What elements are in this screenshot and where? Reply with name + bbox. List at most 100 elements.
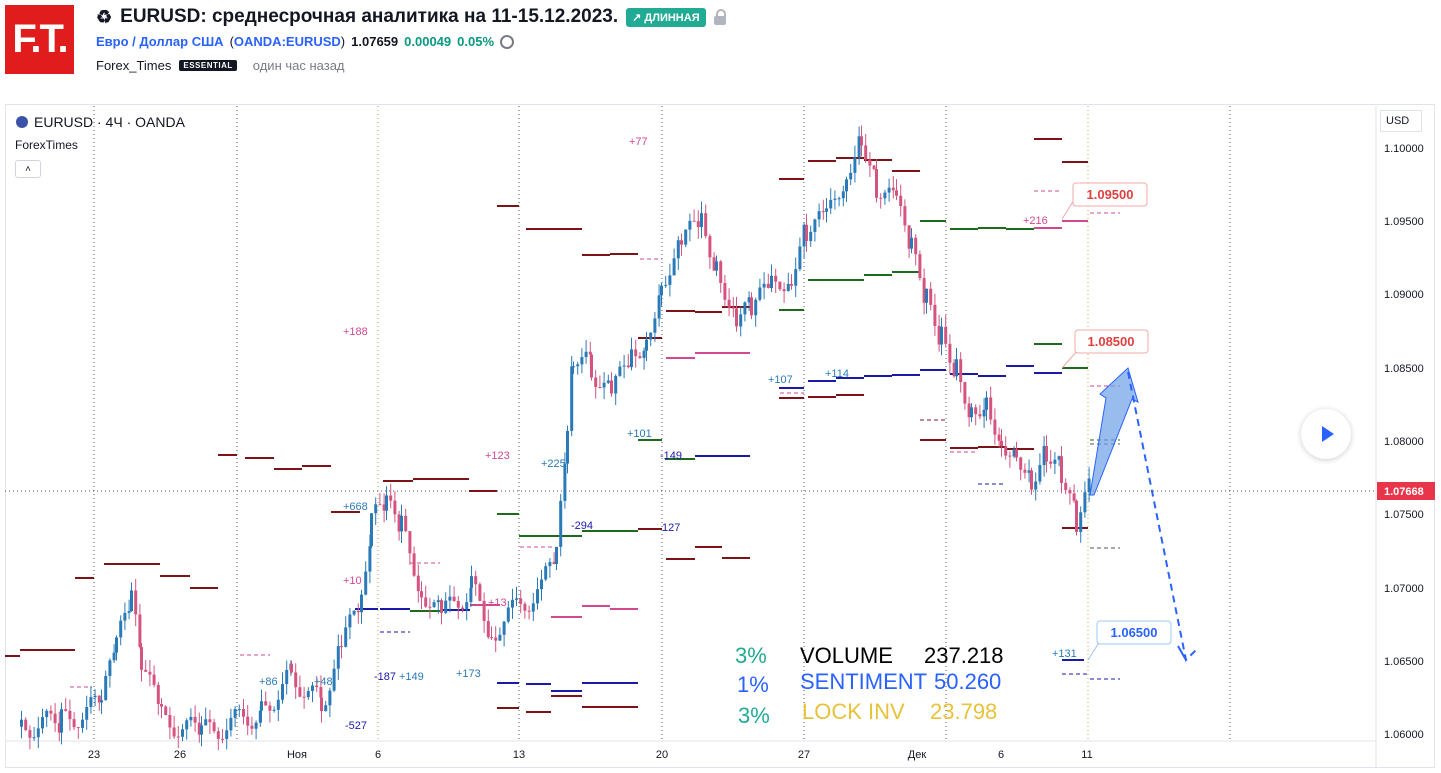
candle-body bbox=[527, 610, 531, 612]
candle-body bbox=[45, 710, 49, 718]
long-badge: ↗ ДЛИННАЯ bbox=[626, 7, 706, 27]
chart-legend[interactable]: EURUSD · 4Ч · OANDA bbox=[16, 114, 185, 130]
candle-body bbox=[743, 302, 747, 315]
collapse-legend-button[interactable]: ˄ bbox=[15, 160, 41, 178]
candle-body bbox=[1015, 449, 1018, 458]
y-tick: 1.07500 bbox=[1384, 509, 1424, 521]
x-tick: 13 bbox=[513, 749, 525, 761]
volume-value: 237.218 bbox=[924, 643, 1004, 668]
symbol-code[interactable]: (OANDA:EURUSD) bbox=[230, 34, 346, 49]
candle-body bbox=[482, 600, 486, 622]
level-mark: -149 bbox=[660, 450, 682, 462]
candle-body bbox=[925, 288, 928, 303]
candle-body bbox=[974, 407, 978, 415]
price-scale[interactable]: 1.10000 1.09500 1.09000 1.08500 1.08000 … bbox=[1384, 143, 1424, 741]
candle-body bbox=[436, 600, 440, 603]
candle-body bbox=[311, 685, 314, 692]
candle-body bbox=[352, 610, 356, 615]
time-scale[interactable]: 23 26 Ноя 6 13 20 27 Дек 6 11 bbox=[88, 749, 1093, 761]
level-mark: +114 bbox=[825, 368, 849, 380]
chart-panel[interactable] bbox=[5, 104, 1435, 768]
candle-body bbox=[298, 687, 302, 697]
candle-body bbox=[657, 295, 661, 319]
forextimes-logo[interactable]: F.T. bbox=[5, 5, 74, 74]
candle-body bbox=[952, 362, 956, 377]
play-replay-button[interactable] bbox=[1301, 409, 1351, 459]
candle-body bbox=[774, 275, 778, 282]
candle-body bbox=[837, 198, 841, 200]
candle-body bbox=[340, 646, 343, 648]
sentiment-pct: 1% bbox=[737, 672, 769, 697]
candle-body bbox=[237, 709, 241, 711]
candle-body bbox=[653, 318, 657, 333]
candle-body bbox=[790, 283, 793, 286]
level-mark: +149 bbox=[399, 671, 424, 683]
candle-body bbox=[700, 213, 703, 228]
x-tick: 6 bbox=[375, 749, 381, 761]
candle-body bbox=[813, 219, 817, 232]
candle-body bbox=[833, 198, 837, 200]
symbol-name-link[interactable]: Евро / Доллар США bbox=[96, 34, 224, 49]
x-tick: 26 bbox=[174, 749, 186, 761]
candle-body bbox=[918, 254, 922, 279]
candle-body bbox=[276, 699, 280, 710]
y-tick: 1.07000 bbox=[1384, 583, 1424, 595]
candle-body bbox=[60, 709, 63, 733]
candle-body bbox=[490, 637, 493, 639]
forecast-arrow bbox=[1089, 367, 1197, 663]
target-callout-mid[interactable]: 1.08500 bbox=[1061, 329, 1149, 369]
candle-body bbox=[770, 275, 773, 289]
target-callout-low[interactable]: 1.06500 bbox=[1087, 620, 1172, 661]
currency-selector[interactable]: USD bbox=[1380, 110, 1422, 132]
candle-body bbox=[857, 136, 861, 158]
y-tick: 1.10000 bbox=[1384, 143, 1424, 155]
level-mark: -527 bbox=[345, 720, 367, 732]
candle-body bbox=[408, 531, 412, 554]
candle-body bbox=[432, 602, 436, 607]
candle-body bbox=[470, 576, 473, 588]
candle-body bbox=[606, 380, 610, 383]
y-tick: 1.08500 bbox=[1384, 363, 1424, 375]
candle-body bbox=[456, 600, 460, 608]
candle-body bbox=[899, 195, 903, 207]
candle-body bbox=[708, 236, 712, 258]
level-mark: -294 bbox=[571, 520, 593, 532]
candle-body bbox=[324, 705, 328, 712]
level-mark: +216 bbox=[1023, 215, 1048, 227]
candle-body bbox=[68, 710, 72, 720]
candle-body bbox=[548, 561, 552, 567]
candle-body bbox=[626, 365, 630, 368]
level-mark: +48 bbox=[314, 676, 333, 688]
recycle-icon: ♻ bbox=[96, 6, 113, 27]
candle-body bbox=[1049, 461, 1053, 464]
candle-body bbox=[570, 366, 574, 431]
candle-body bbox=[290, 663, 293, 673]
candle-body bbox=[502, 621, 506, 635]
candle-body bbox=[41, 717, 44, 729]
candle-body bbox=[879, 197, 883, 199]
candle-body bbox=[1012, 449, 1016, 457]
candle-body bbox=[348, 614, 352, 628]
candle-body bbox=[108, 660, 112, 676]
candle-body bbox=[264, 701, 268, 706]
y-tick: 1.06500 bbox=[1384, 656, 1424, 668]
author-name[interactable]: Forex_Times bbox=[96, 58, 172, 73]
candle-body bbox=[200, 725, 203, 735]
candle-body bbox=[910, 237, 913, 249]
candle-body bbox=[320, 697, 323, 712]
candle-body bbox=[185, 720, 189, 730]
candle-body bbox=[370, 513, 373, 547]
candle-body bbox=[424, 597, 428, 607]
candle-body bbox=[642, 350, 646, 358]
last-price: 1.07659 bbox=[351, 34, 399, 49]
indicator-legend[interactable]: ForexTimes bbox=[15, 138, 78, 152]
symbol-code-open: ( bbox=[229, 34, 234, 49]
candle-body bbox=[461, 607, 464, 610]
candle-body bbox=[1008, 455, 1012, 457]
indicator-levels bbox=[5, 138, 1120, 713]
candle-body bbox=[552, 561, 556, 564]
candle-body bbox=[1000, 440, 1003, 447]
alarm-clock-icon[interactable] bbox=[500, 34, 515, 49]
target-callout-high[interactable]: 1.09500 bbox=[1061, 182, 1148, 220]
